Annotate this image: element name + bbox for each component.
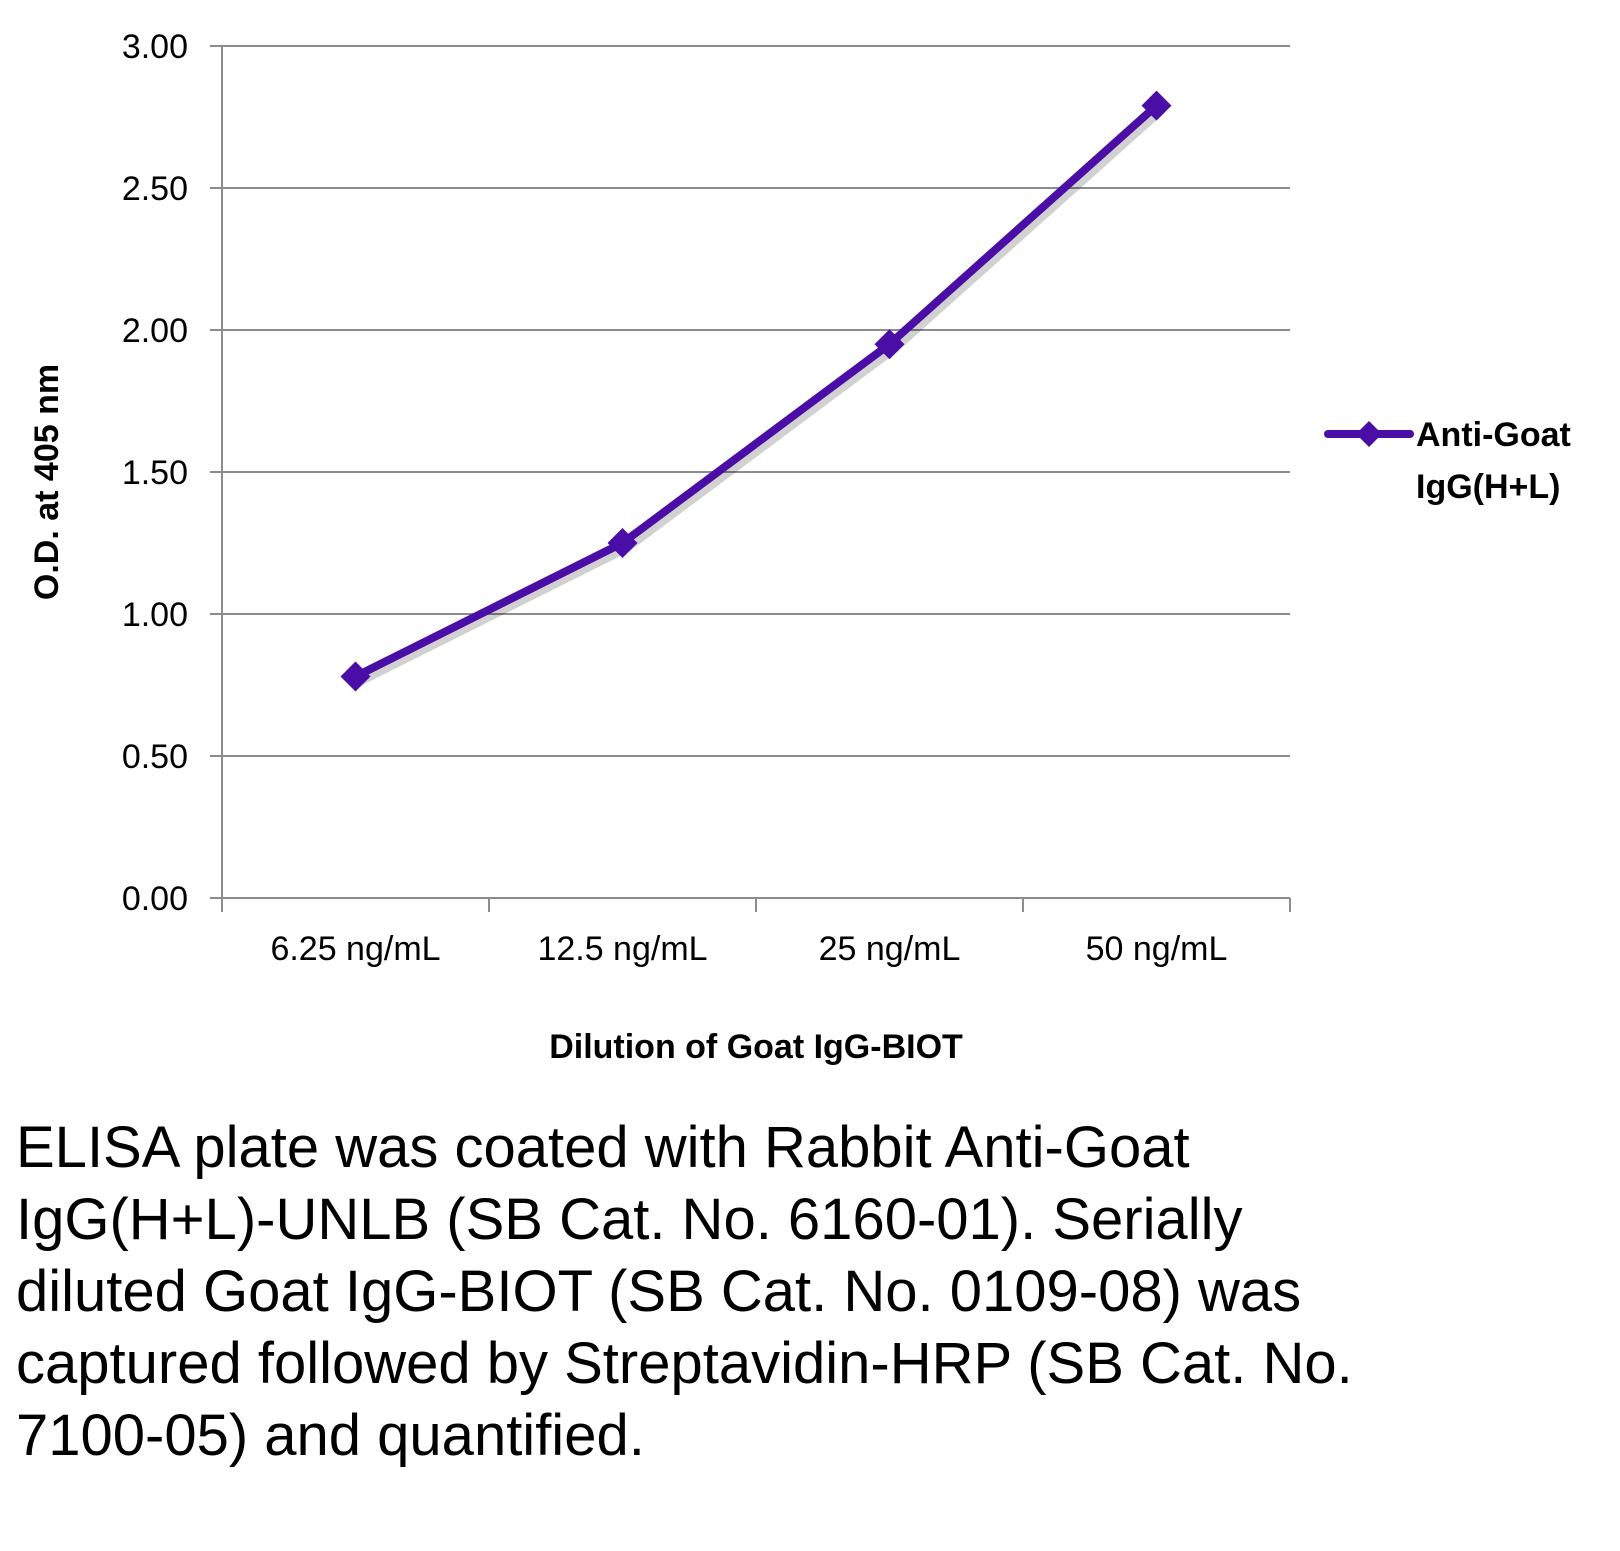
figure-caption: ELISA plate was coated with Rabbit Anti-… [16,1115,1353,1468]
x-tick-label: 12.5 ng/mL [537,930,707,968]
y-tick-label: 3.00 [122,28,188,66]
data-point-diamond [1141,90,1172,121]
y-axis-title: O.D. at 405 nm [28,364,66,600]
line-chart: 0.00 0.50 1.00 1.50 2.00 2.50 3.00 6.25 ng/mL 1… [28,28,1571,1066]
x-axis-title: Dilution of Goat IgG-BIOT [549,1028,963,1066]
series-anti-goat [340,90,1172,692]
x-tick-label: 25 ng/mL [819,930,961,968]
legend-label: Anti-Goat IgG(H+L) [1416,416,1571,506]
data-point-diamond [340,661,371,692]
x-tick-label: 6.25 ng/mL [270,930,440,968]
y-axis-ticks: 0.00 0.50 1.00 1.50 2.00 2.50 3.00 [122,28,188,918]
gridlines [210,45,1290,899]
y-tick-label: 1.00 [122,596,188,634]
x-axis: 6.25 ng/mL 12.5 ng/mL 25 ng/mL 50 ng/mL [221,46,1291,968]
legend: Anti-Goat IgG(H+L) [1324,416,1571,506]
y-tick-label: 1.50 [122,454,188,492]
legend-marker-diamond [1356,421,1382,447]
x-tick-label: 50 ng/mL [1086,930,1228,968]
data-point-diamond [874,329,905,360]
data-point-diamond [607,528,638,558]
y-tick-label: 0.00 [122,880,188,918]
y-tick-label: 0.50 [122,738,188,776]
series-line [351,101,1161,681]
y-tick-label: 2.50 [122,170,188,208]
series-shadow [357,107,1164,686]
y-tick-label: 2.00 [122,312,188,350]
